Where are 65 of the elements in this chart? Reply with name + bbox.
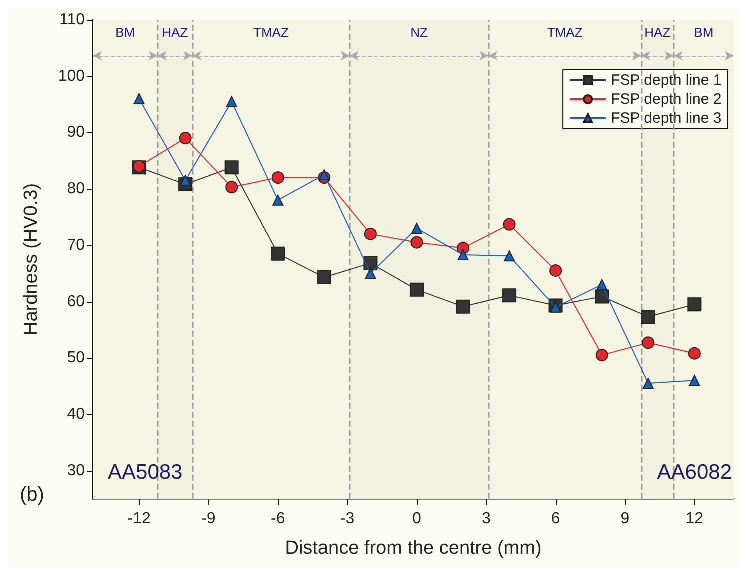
annotation: AA5083 bbox=[108, 461, 183, 484]
point bbox=[271, 246, 286, 261]
legend-label: FSP depth line 2 bbox=[611, 91, 722, 108]
legend-label: FSP depth line 1 bbox=[611, 72, 722, 89]
point bbox=[596, 349, 608, 362]
point bbox=[689, 375, 700, 386]
point bbox=[502, 288, 517, 303]
point bbox=[226, 181, 238, 194]
legend-label: FSP depth line 3 bbox=[611, 110, 722, 127]
band-label: TMAZ bbox=[547, 25, 583, 40]
y-tick-label: 70 bbox=[67, 236, 86, 254]
annotation: AA6082 bbox=[657, 461, 732, 484]
point bbox=[595, 290, 610, 304]
point bbox=[226, 96, 238, 108]
point bbox=[688, 347, 701, 360]
y-tick-label: 110 bbox=[59, 12, 86, 28]
point bbox=[410, 236, 424, 249]
y-tick-label: 90 bbox=[67, 124, 86, 142]
y-tick-label: 50 bbox=[67, 350, 86, 367]
point bbox=[364, 228, 377, 240]
band-label: TMAZ bbox=[253, 25, 289, 40]
point bbox=[688, 298, 702, 312]
x-tick-label: 12 bbox=[686, 510, 704, 528]
point bbox=[642, 378, 654, 389]
y-axis-title: Hardness (HV0.3) bbox=[21, 183, 42, 336]
x-tick-label: 0 bbox=[412, 510, 422, 528]
point bbox=[550, 264, 562, 278]
point bbox=[318, 169, 330, 180]
band-label: HAZ bbox=[162, 25, 188, 40]
point bbox=[365, 268, 376, 280]
x-tick-label: -9 bbox=[202, 510, 216, 528]
x-tick-label: -12 bbox=[128, 510, 151, 528]
point bbox=[641, 310, 656, 324]
y-tick-label: 80 bbox=[67, 180, 86, 198]
x-axis-title: Distance from the centre (mm) bbox=[285, 538, 542, 559]
x-tick-label: -6 bbox=[271, 510, 286, 528]
point bbox=[272, 194, 284, 206]
point bbox=[642, 336, 655, 350]
point bbox=[224, 160, 239, 175]
y-tick-label: 40 bbox=[67, 406, 86, 423]
point bbox=[410, 282, 424, 297]
band-label: HAZ bbox=[644, 25, 671, 40]
band-label: NZ bbox=[410, 25, 428, 40]
x-tick-label: -3 bbox=[340, 510, 355, 528]
band-label: BM bbox=[116, 25, 136, 40]
point bbox=[411, 223, 422, 234]
x-tick-label: 3 bbox=[482, 510, 491, 528]
band-label: BM bbox=[694, 25, 714, 40]
point bbox=[456, 300, 470, 314]
point bbox=[179, 132, 192, 145]
x-tick-label: 6 bbox=[551, 510, 560, 528]
y-tick-label: 60 bbox=[67, 293, 86, 310]
point bbox=[503, 218, 516, 231]
point bbox=[180, 175, 192, 186]
text: (b) bbox=[20, 484, 44, 506]
point bbox=[596, 279, 608, 290]
point bbox=[317, 270, 332, 285]
point bbox=[272, 172, 284, 184]
y-tick-label: 100 bbox=[58, 68, 86, 85]
point bbox=[134, 93, 145, 104]
point bbox=[550, 302, 562, 313]
point bbox=[458, 249, 469, 260]
point bbox=[504, 250, 516, 262]
y-tick-label: 30 bbox=[67, 462, 86, 480]
x-tick-label: 9 bbox=[620, 510, 630, 528]
